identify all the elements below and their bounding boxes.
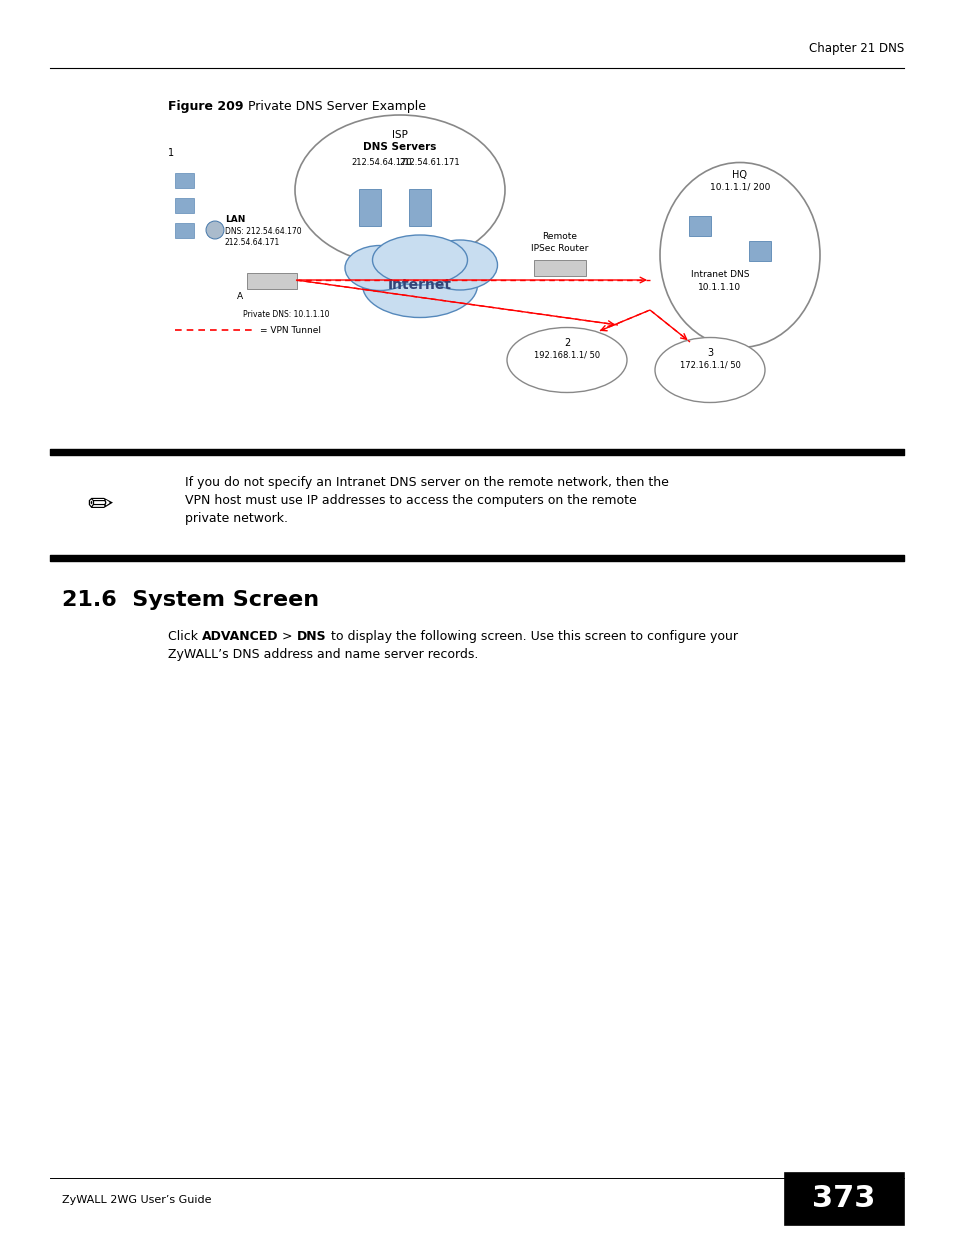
Text: 192.168.1.1/ 50: 192.168.1.1/ 50 (534, 350, 599, 359)
Text: ADVANCED: ADVANCED (202, 630, 278, 643)
Text: ✏: ✏ (87, 490, 112, 520)
Text: 1: 1 (168, 148, 174, 158)
FancyBboxPatch shape (247, 273, 296, 289)
Text: A: A (236, 291, 243, 300)
Text: 212.54.61.171: 212.54.61.171 (399, 158, 460, 167)
Text: LAN: LAN (225, 215, 245, 224)
Text: ZyWALL’s DNS address and name server records.: ZyWALL’s DNS address and name server rec… (168, 648, 477, 661)
Text: 212.54.64.170: 212.54.64.170 (352, 158, 412, 167)
Text: = VPN Tunnel: = VPN Tunnel (260, 326, 320, 335)
Text: Private DNS Server Example: Private DNS Server Example (235, 100, 426, 112)
Text: 373: 373 (811, 1184, 875, 1214)
FancyBboxPatch shape (784, 1173, 903, 1225)
Text: Internet: Internet (388, 278, 452, 291)
Ellipse shape (655, 337, 764, 403)
Ellipse shape (372, 235, 467, 285)
Text: VPN host must use IP addresses to access the computers on the remote: VPN host must use IP addresses to access… (185, 494, 636, 508)
Text: Intranet DNS: Intranet DNS (690, 270, 748, 279)
Text: Chapter 21 DNS: Chapter 21 DNS (808, 42, 903, 56)
Text: IPSec Router: IPSec Router (531, 245, 588, 253)
FancyBboxPatch shape (175, 198, 194, 212)
FancyBboxPatch shape (748, 241, 770, 261)
Text: 212.54.64.171: 212.54.64.171 (225, 238, 280, 247)
Text: DNS: DNS (296, 630, 326, 643)
Text: 10.1.1.10: 10.1.1.10 (698, 283, 740, 291)
Text: ZyWALL 2WG User’s Guide: ZyWALL 2WG User’s Guide (62, 1195, 212, 1205)
Ellipse shape (294, 115, 504, 266)
FancyBboxPatch shape (175, 173, 194, 188)
FancyBboxPatch shape (688, 216, 710, 236)
FancyBboxPatch shape (409, 189, 431, 226)
Text: to display the following screen. Use this screen to configure your: to display the following screen. Use thi… (326, 630, 737, 643)
Text: HQ: HQ (732, 170, 747, 180)
Text: Figure 209: Figure 209 (168, 100, 243, 112)
Text: If you do not specify an Intranet DNS server on the remote network, then the: If you do not specify an Intranet DNS se… (185, 475, 668, 489)
Text: private network.: private network. (185, 513, 288, 525)
Text: Private DNS: 10.1.1.10: Private DNS: 10.1.1.10 (243, 310, 329, 319)
Ellipse shape (422, 240, 497, 290)
Text: 2: 2 (563, 338, 570, 348)
Ellipse shape (506, 327, 626, 393)
FancyBboxPatch shape (534, 261, 585, 275)
Text: Remote: Remote (542, 232, 577, 241)
Ellipse shape (659, 163, 820, 347)
Text: Click: Click (168, 630, 202, 643)
FancyBboxPatch shape (175, 222, 194, 237)
Ellipse shape (206, 221, 224, 240)
Text: ISP: ISP (392, 130, 408, 140)
Ellipse shape (362, 252, 477, 317)
FancyBboxPatch shape (358, 189, 380, 226)
Text: 10.1.1.1/ 200: 10.1.1.1/ 200 (709, 182, 769, 191)
Ellipse shape (345, 246, 415, 290)
Text: >: > (278, 630, 296, 643)
Text: 172.16.1.1/ 50: 172.16.1.1/ 50 (679, 359, 740, 369)
Text: DNS: 212.54.64.170: DNS: 212.54.64.170 (225, 227, 301, 236)
Text: 3: 3 (706, 348, 712, 358)
Text: DNS Servers: DNS Servers (363, 142, 436, 152)
Text: 21.6  System Screen: 21.6 System Screen (62, 590, 319, 610)
